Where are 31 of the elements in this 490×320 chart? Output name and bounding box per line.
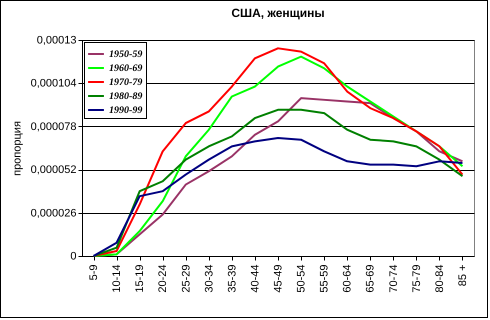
y-tick-label: 0,000078 xyxy=(30,120,76,133)
y-tick-label: 0,00013 xyxy=(36,34,76,46)
y-tick-label: 0,000026 xyxy=(30,207,76,220)
x-tick-label: 55-59 xyxy=(318,264,331,293)
x-tick-label: 50-54 xyxy=(296,264,308,293)
legend-label: 1970-79 xyxy=(109,77,142,88)
x-tick-label: 25-29 xyxy=(180,264,192,293)
y-axis-title: пропорция xyxy=(12,121,24,176)
legend-label: 1960-69 xyxy=(109,63,142,74)
legend-label: 1980-89 xyxy=(109,91,142,102)
x-tick-label: 10-14 xyxy=(111,264,124,293)
y-tick-label: 0,000052 xyxy=(30,164,76,176)
y-tick-label: 0,000104 xyxy=(30,78,76,90)
legend-label: 1950-59 xyxy=(109,49,142,60)
x-tick-label: 5-9 xyxy=(88,264,100,280)
chart-title: США, женщины xyxy=(231,6,325,20)
x-tick-label: 85 + xyxy=(456,264,469,286)
x-tick-label: 30-34 xyxy=(203,264,216,293)
x-tick-label: 15-19 xyxy=(134,264,146,293)
x-tick-label: 70-74 xyxy=(388,264,400,293)
x-tick-label: 45-49 xyxy=(272,264,284,293)
x-tick-label: 40-44 xyxy=(249,264,262,293)
x-tick-label: 35-39 xyxy=(226,264,238,293)
x-tick-label: 80-84 xyxy=(434,264,446,293)
x-tick-label: 60-64 xyxy=(342,264,354,293)
x-tick-label: 75-79 xyxy=(410,264,423,293)
legend-label: 1990-99 xyxy=(109,105,142,116)
line-series xyxy=(92,137,464,257)
y-tick-label: 0 xyxy=(70,250,76,262)
x-tick-label: 65-69 xyxy=(364,264,377,293)
x-tick-label: 20-24 xyxy=(157,264,170,293)
